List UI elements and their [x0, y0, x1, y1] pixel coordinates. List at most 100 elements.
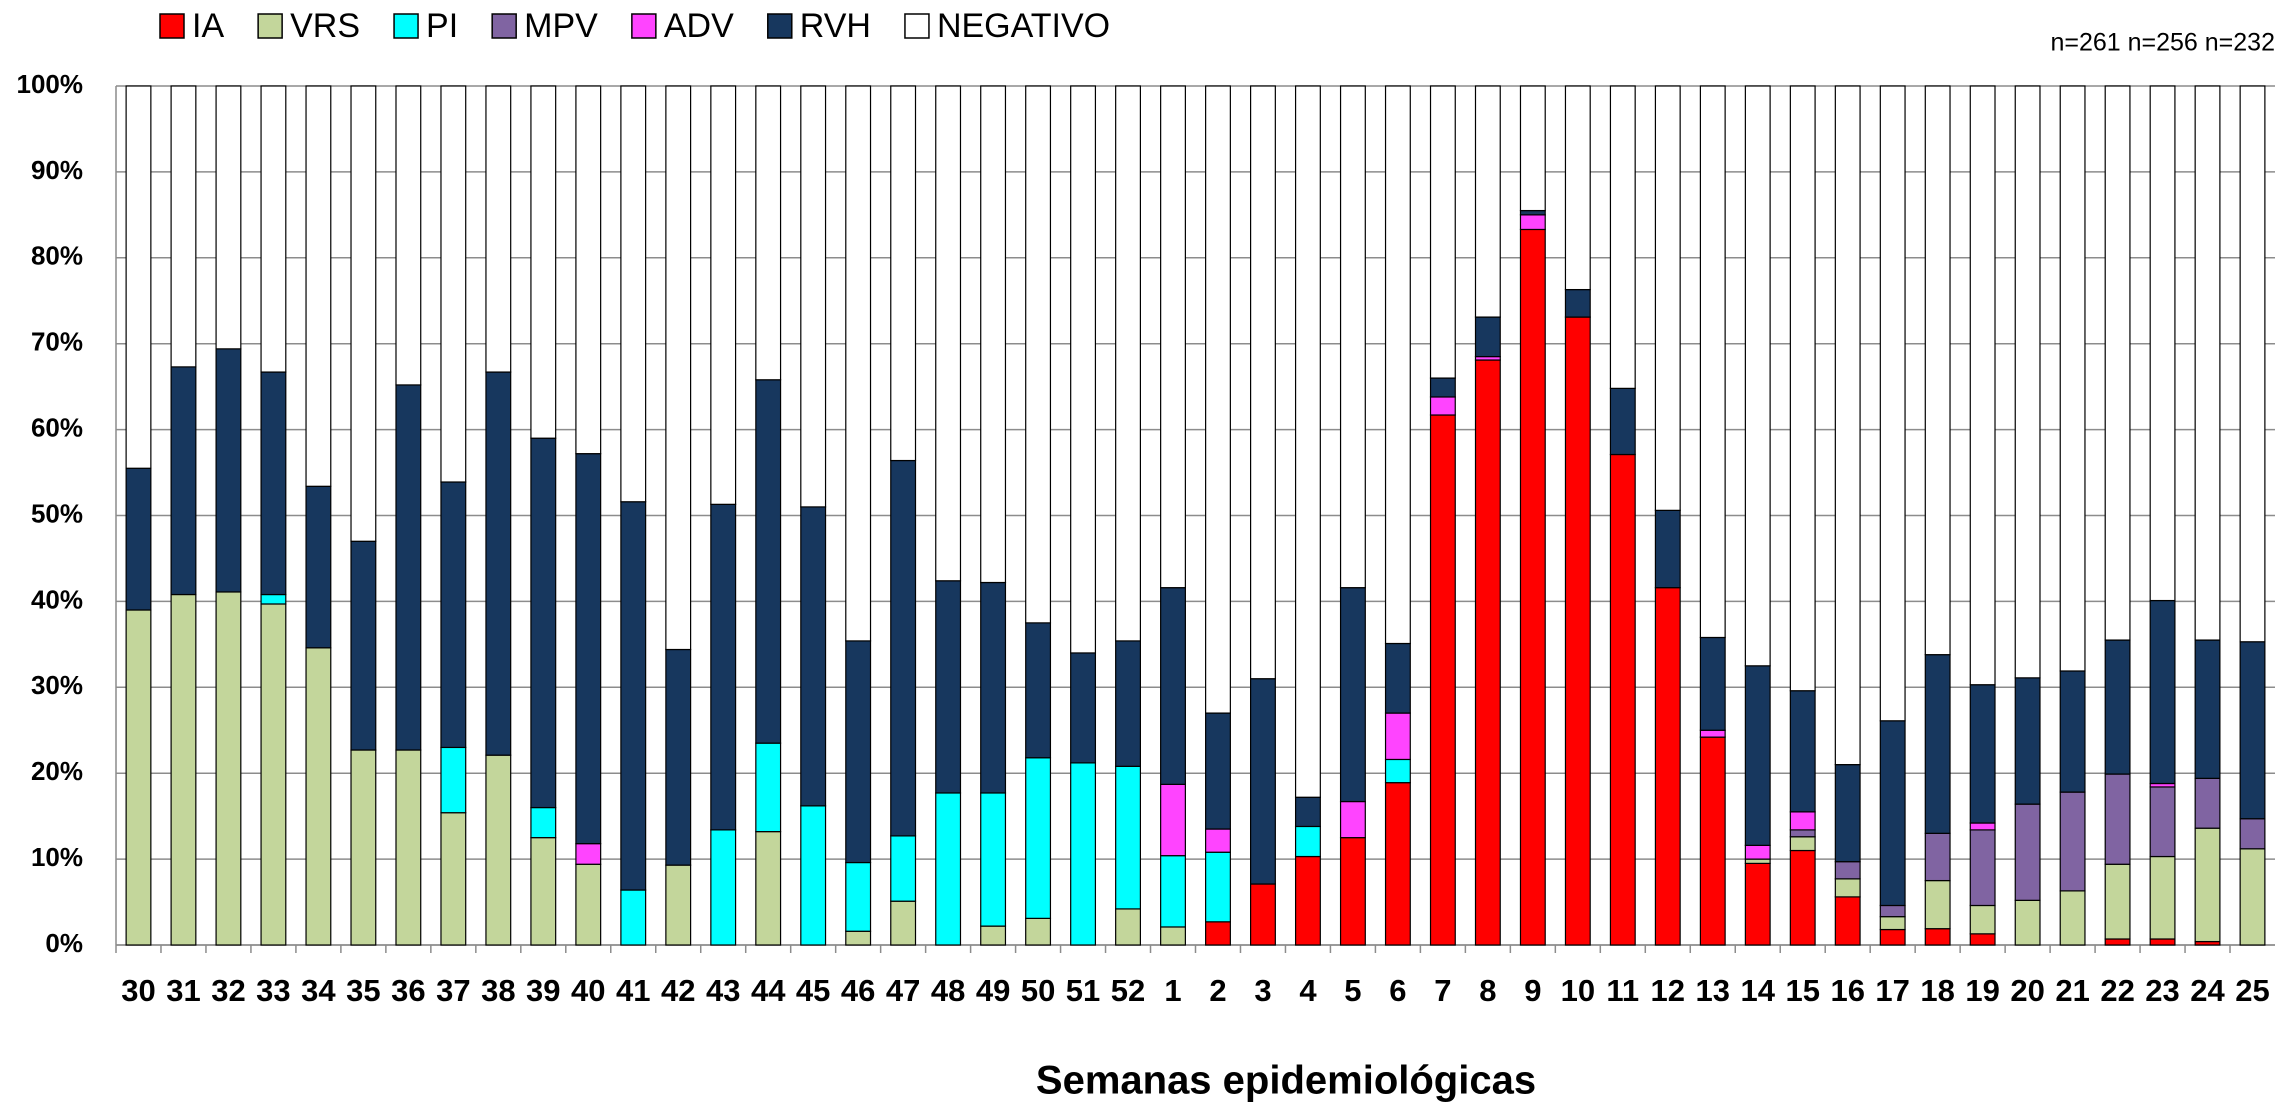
x-tick-label: 52	[1111, 973, 1145, 1008]
x-tick-label: 44	[751, 973, 786, 1008]
bar-segment	[755, 85, 782, 381]
bar-segment	[530, 806, 557, 839]
bar-segment	[1924, 654, 1951, 834]
bar-segment	[1654, 85, 1681, 511]
x-tick-label: 17	[1875, 973, 1909, 1008]
bar-segment	[1160, 926, 1186, 946]
bar-segment	[215, 348, 242, 593]
bar-segment	[800, 506, 827, 807]
legend-label: VRS	[290, 7, 360, 45]
bar-segment	[1609, 387, 1636, 456]
y-tick-label: 30%	[31, 670, 83, 700]
bar-segment	[1429, 396, 1456, 416]
x-tick-label: 19	[1965, 973, 1999, 1008]
bar-segment	[2194, 827, 2221, 943]
bar-segment	[1519, 209, 1546, 216]
bar-segment	[980, 581, 1007, 794]
bar-segment	[1205, 851, 1231, 923]
y-tick-label: 100%	[17, 69, 84, 99]
bar-segment	[845, 861, 872, 932]
bar-segment	[215, 591, 242, 946]
bar-segment	[2104, 85, 2131, 641]
x-tick-label: 24	[2190, 973, 2225, 1008]
bar-segment	[350, 540, 377, 751]
bar-segment	[575, 453, 602, 845]
bar-segment	[890, 900, 917, 946]
legend-swatch	[904, 13, 930, 39]
x-tick-label: 48	[931, 973, 965, 1008]
x-tick-label: 23	[2145, 973, 2179, 1008]
bar-segment	[2149, 786, 2176, 858]
bar-segment	[1969, 684, 1996, 824]
bar-segment	[1699, 85, 1726, 639]
legend-swatch	[159, 13, 185, 39]
bar-segment	[1879, 720, 1906, 907]
bar-segment	[530, 437, 557, 809]
bar-segment	[1160, 855, 1186, 928]
bar-segment	[1249, 678, 1276, 885]
x-tick-label: 13	[1696, 973, 1730, 1008]
bar-segment	[1070, 652, 1097, 764]
bar-segment	[1834, 896, 1861, 946]
bar-segment	[1025, 622, 1052, 759]
bar-segment	[2014, 85, 2041, 679]
bar-segment	[1474, 85, 1501, 318]
bar-segment	[1429, 85, 1456, 379]
bar-segment	[530, 837, 557, 946]
bar-segment	[1834, 85, 1861, 766]
bar-segment	[170, 593, 197, 946]
bar-segment	[1249, 85, 1276, 680]
bar-segment	[260, 603, 287, 946]
bar-segment	[1564, 316, 1591, 946]
bar-segment	[350, 749, 377, 946]
y-tick-label: 20%	[31, 756, 83, 786]
bar-segment	[1339, 587, 1366, 803]
x-tick-label: 4	[1299, 973, 1317, 1008]
x-tick-label: 16	[1830, 973, 1864, 1008]
bar-segment	[575, 843, 602, 865]
bar-segment	[1564, 288, 1591, 318]
bar-segment	[575, 863, 602, 946]
bar-segment	[2059, 85, 2086, 672]
bar-segment	[170, 366, 197, 596]
y-tick-label: 70%	[31, 327, 83, 357]
bar-segment	[1699, 729, 1726, 738]
bar-segment	[620, 889, 647, 946]
bar-segment	[890, 459, 917, 837]
bar-segment	[1160, 783, 1186, 857]
bar-segment	[260, 593, 287, 605]
x-tick-label: 14	[1740, 973, 1775, 1008]
bar-segment	[710, 503, 737, 831]
x-tick-label: 30	[121, 973, 155, 1008]
bar-segment	[2059, 890, 2086, 946]
bar-segment	[2239, 641, 2266, 820]
bar-segment	[1070, 762, 1097, 946]
bar-segment	[800, 85, 827, 508]
bar-segment	[1969, 904, 1996, 935]
x-tick-label: 3	[1254, 973, 1271, 1008]
bar-segment	[305, 485, 332, 649]
x-tick-label: 32	[211, 973, 245, 1008]
bar-segment	[1429, 414, 1456, 946]
bar-segment	[1744, 665, 1771, 846]
bar-segment	[1744, 85, 1771, 667]
x-tick-label: 46	[841, 973, 875, 1008]
x-tick-label: 40	[571, 973, 605, 1008]
legend-swatch	[393, 13, 419, 39]
x-tick-label: 49	[976, 973, 1010, 1008]
bar-segment	[2059, 791, 2086, 892]
bar-segment	[2239, 85, 2266, 643]
bar-segment	[2194, 85, 2221, 641]
bar-segment	[1205, 828, 1231, 853]
sample-size-note: n=261 n=256 n=232	[2050, 29, 2275, 57]
bar-segment	[2014, 677, 2041, 805]
bar-segment	[1519, 228, 1546, 946]
bar-segment	[2104, 639, 2131, 775]
bar-segment	[1384, 758, 1411, 784]
bar-segment	[1115, 640, 1142, 767]
legend-label: NEGATIVO	[937, 7, 1110, 45]
x-tick-label: 1	[1164, 973, 1181, 1008]
y-tick-label: 10%	[31, 842, 83, 872]
x-tick-label: 50	[1021, 973, 1055, 1008]
x-tick-label: 43	[706, 973, 740, 1008]
